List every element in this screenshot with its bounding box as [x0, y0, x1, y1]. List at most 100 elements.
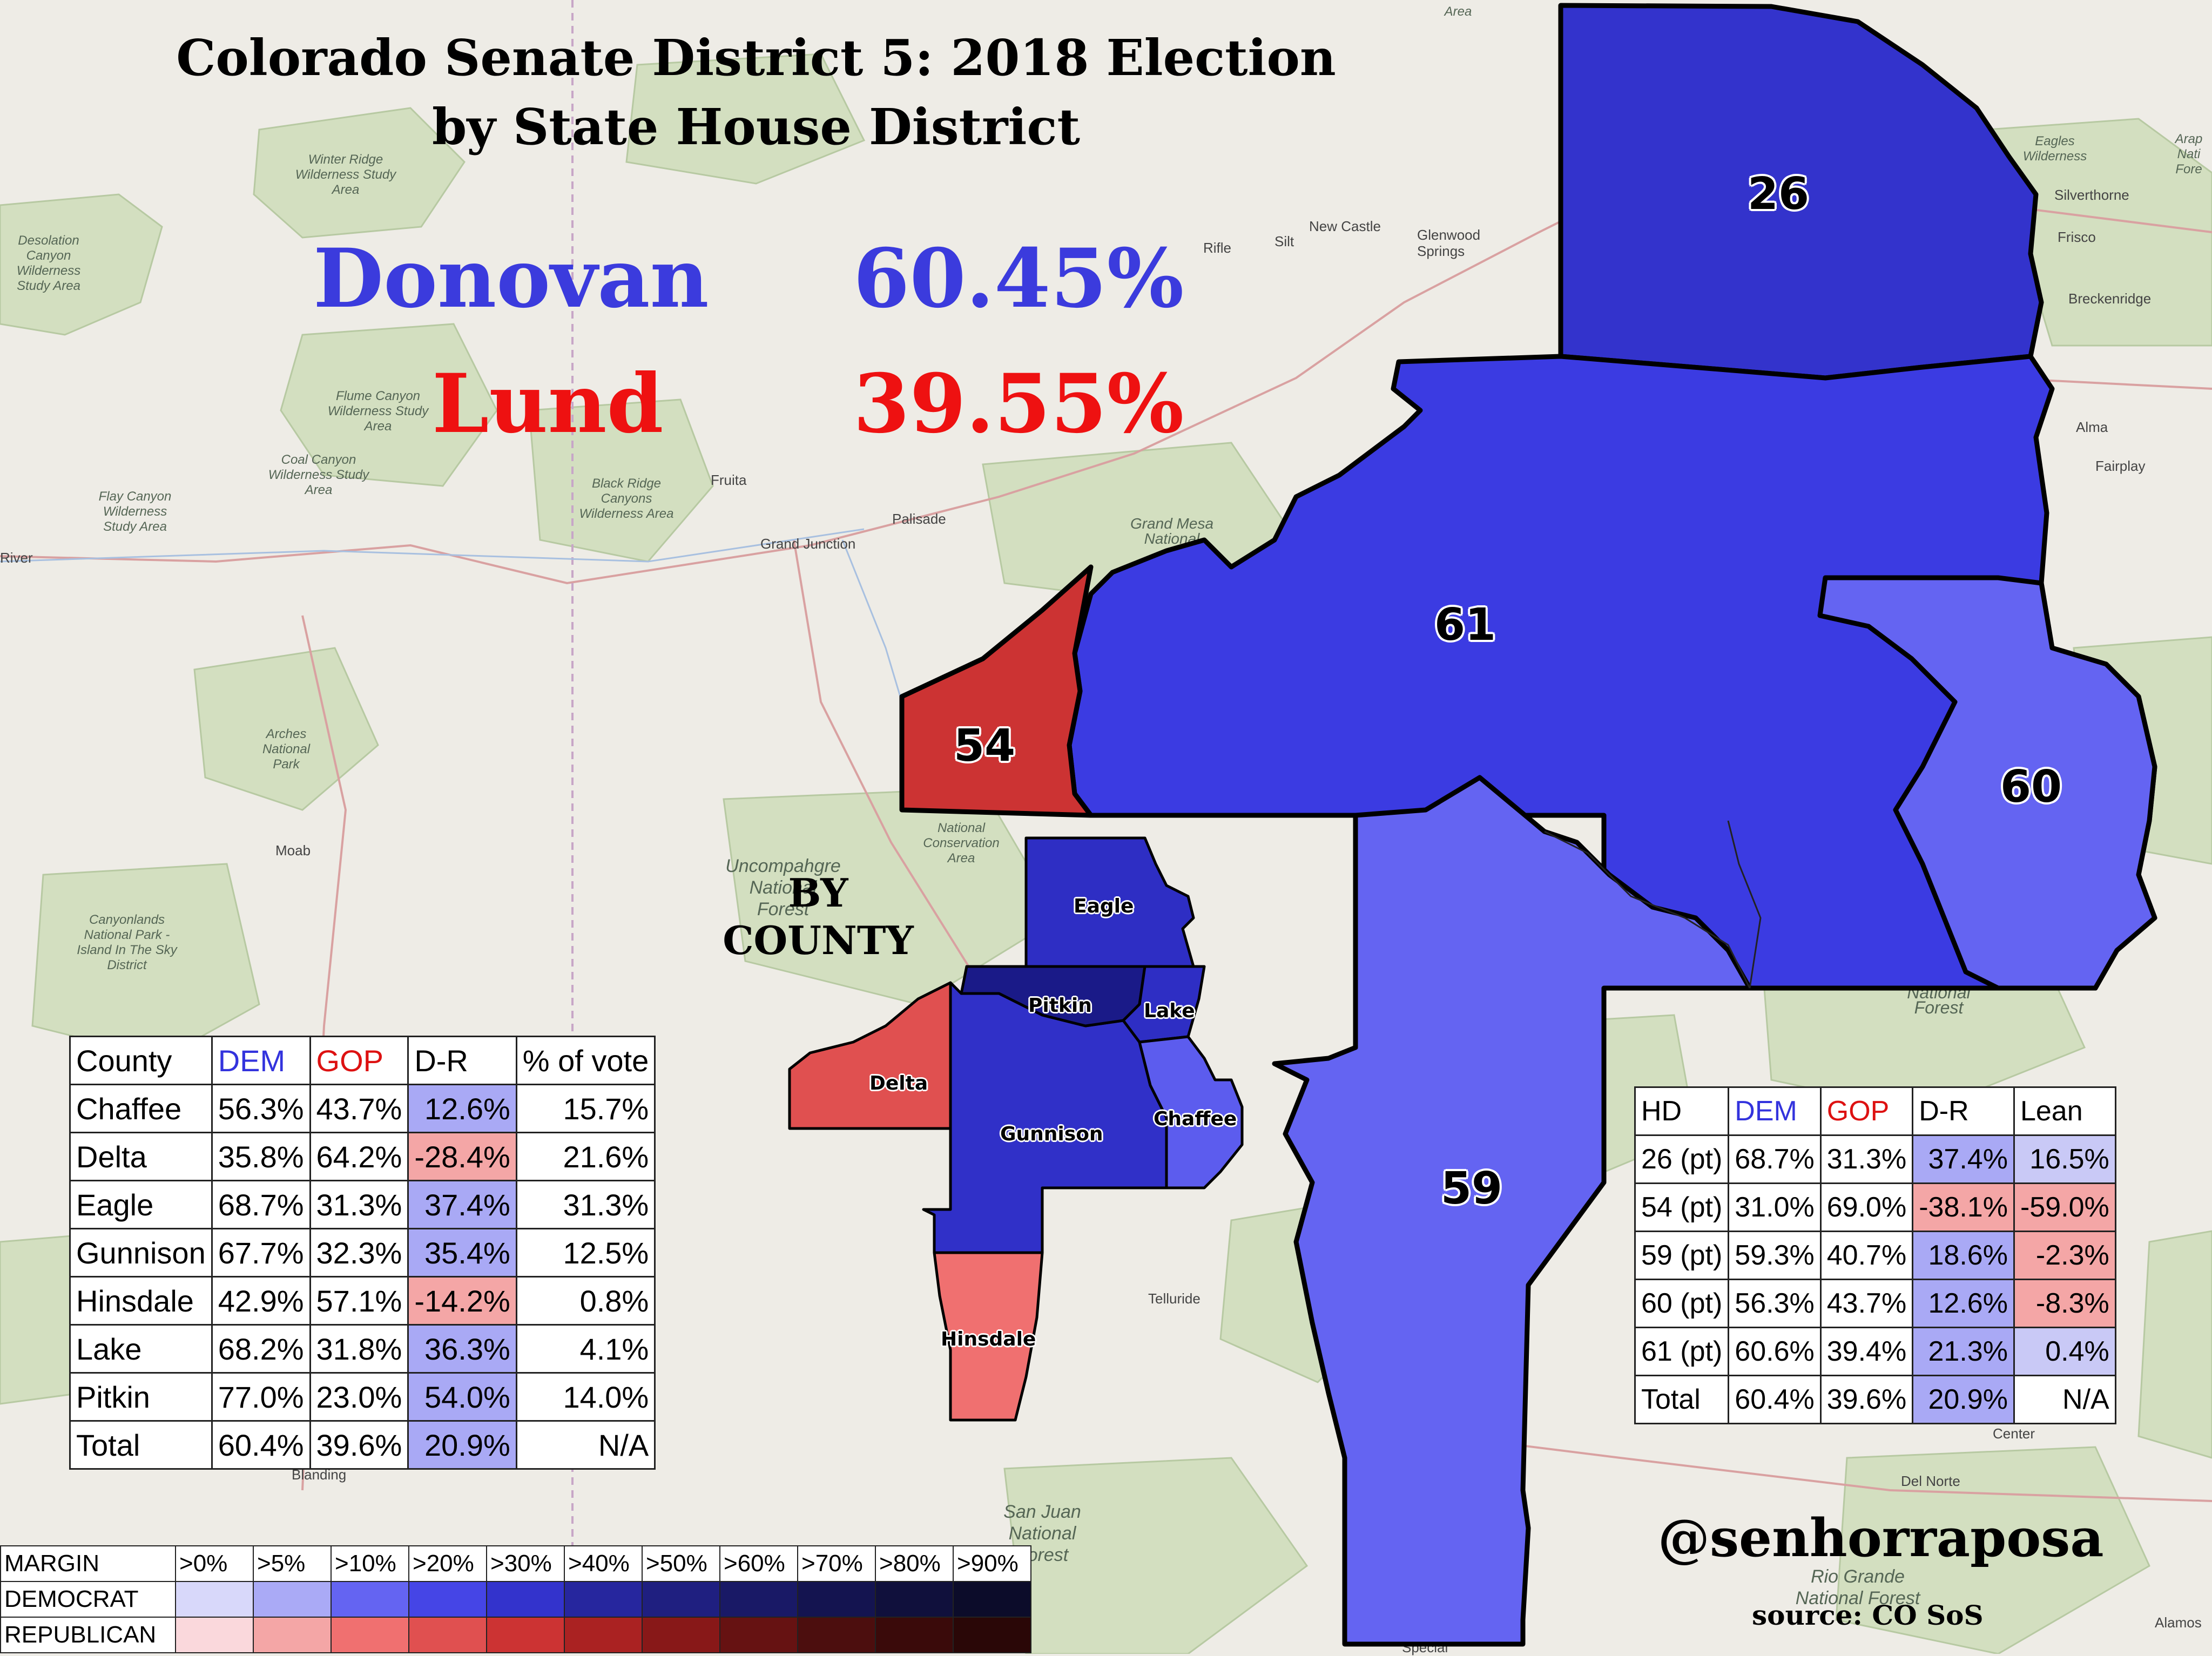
legend-column-label: >0%	[175, 1545, 254, 1582]
hd-cell-hd: 26 (pt)	[1634, 1134, 1730, 1184]
house-district-54[interactable]	[899, 564, 1094, 818]
legend-swatch	[564, 1617, 643, 1653]
basemap-label-uncompahgre: Uncompahgre National Forest	[725, 856, 841, 920]
legend-body: MARGIN >0% >5% >10% >20% >30% >40% >50% >60% >70…	[0, 1545, 1031, 1653]
district-label-61: 61	[1434, 599, 1496, 651]
county-cell-gop: 57.1%	[309, 1276, 409, 1326]
county-cell-dem: 60.4%	[211, 1420, 311, 1470]
legend-column-label: >10%	[331, 1545, 409, 1582]
legend-column-label: >90%	[953, 1545, 1031, 1582]
legend-swatch	[953, 1617, 1031, 1653]
basemap-label-area: Area	[1444, 4, 1472, 19]
county-chaffee[interactable]	[1138, 1035, 1244, 1189]
county-cell-dem: 35.8%	[211, 1132, 311, 1181]
hd-cell-hd: 60 (pt)	[1634, 1279, 1730, 1328]
candidate-name-lund: Lund	[432, 356, 664, 451]
legend-column-label: >80%	[875, 1545, 954, 1582]
county-cell-gop: 64.2%	[309, 1132, 409, 1181]
county-cell-pct-vote: N/A	[515, 1420, 656, 1470]
legend-swatch	[953, 1581, 1031, 1618]
hd-cell-dr: 20.9%	[1912, 1375, 2015, 1424]
hd-cell-dr: 18.6%	[1912, 1231, 2015, 1280]
hd-header-dem: DEM	[1728, 1086, 1822, 1136]
county-cell-county: Gunnison	[69, 1228, 213, 1278]
legend-swatch	[875, 1617, 954, 1653]
county-delta[interactable]	[788, 981, 952, 1130]
basemap-label-arches: Arches National Park	[262, 727, 311, 772]
hd-cell-gop: 39.4%	[1819, 1327, 1914, 1376]
hd-table-body: HD DEM GOP D-R Lean 26 (pt) 68.7% 31.3% 37.…	[1634, 1086, 2116, 1424]
county-table-row: Total 60.4% 39.6% 20.9% N/A	[69, 1420, 656, 1470]
county-cell-dem: 68.7%	[211, 1180, 311, 1229]
legend-column-label: >30%	[486, 1545, 565, 1582]
city-moab: Moab	[275, 842, 311, 859]
legend-swatch	[175, 1617, 254, 1653]
city-palisade: Palisade	[892, 511, 946, 527]
county-table-row: Chaffee 56.3% 43.7% 12.6% 15.7%	[69, 1084, 656, 1133]
legend-swatch	[331, 1581, 409, 1618]
legend-swatch	[408, 1581, 487, 1618]
basemap-label-flay-canyon: Flay Canyon Wilderness Study Area	[98, 489, 172, 534]
legend-row-label: REPUBLICAN	[0, 1617, 176, 1653]
county-label-gunnison: Gunnison	[1000, 1123, 1103, 1145]
county-cell-pct-vote: 21.6%	[515, 1132, 656, 1181]
city-frisco: Frisco	[2058, 229, 2096, 245]
county-hinsdale[interactable]	[933, 1251, 1044, 1422]
county-cell-dem: 77.0%	[211, 1372, 311, 1422]
hd-cell-lean: 0.4%	[2013, 1327, 2116, 1376]
hd-cell-dem: 56.3%	[1728, 1279, 1822, 1328]
district-label-60: 60	[2000, 761, 2062, 813]
county-table-row: Gunnison 67.7% 32.3% 35.4% 12.5%	[69, 1228, 656, 1278]
county-table-row: Delta 35.8% 64.2% -28.4% 21.6%	[69, 1132, 656, 1181]
hd-cell-gop: 43.7%	[1819, 1279, 1914, 1328]
inner-boundaries	[1544, 820, 1762, 989]
basemap-label-eagles: Eagles Wilderness	[2022, 134, 2087, 164]
county-cell-dr: 37.4%	[407, 1180, 517, 1229]
hd-cell-lean: -8.3%	[2013, 1279, 2116, 1328]
legend-swatch	[797, 1617, 876, 1653]
county-label-eagle: Eagle	[1074, 895, 1134, 917]
county-header-gop: GOP	[309, 1036, 409, 1085]
city-breckenridge: Breckenridge	[2068, 290, 2152, 307]
hd-cell-dr: 37.4%	[1912, 1134, 2015, 1184]
hd-cell-lean: -59.0%	[2013, 1182, 2116, 1232]
city-alma: Alma	[2076, 419, 2108, 435]
hd-cell-dr: -38.1%	[1912, 1182, 2015, 1232]
county-results-table: County DEM GOP D-R % of vote Chaffee 56.3…	[69, 1036, 656, 1470]
county-cell-pct-vote: 14.0%	[515, 1372, 656, 1422]
legend-swatch	[253, 1581, 332, 1618]
hd-cell-lean: N/A	[2013, 1375, 2116, 1424]
county-table-row: Eagle 68.7% 31.3% 37.4% 31.3%	[69, 1180, 656, 1229]
legend-column-label: >70%	[797, 1545, 876, 1582]
county-table-row: Pitkin 77.0% 23.0% 54.0% 14.0%	[69, 1372, 656, 1422]
city-grand-junction: Grand Junction	[760, 536, 856, 552]
city-river: River	[0, 550, 33, 566]
hd-header-dr: D-R	[1912, 1086, 2015, 1136]
hd-cell-hd: 54 (pt)	[1634, 1182, 1730, 1232]
legend-swatch	[642, 1581, 720, 1618]
city-silverthorne: Silverthorne	[2054, 187, 2129, 203]
hd-cell-hd: Total	[1634, 1375, 1730, 1424]
county-cell-pct-vote: 15.7%	[515, 1084, 656, 1133]
county-cell-county: Eagle	[69, 1180, 213, 1229]
hd-cell-dem: 60.4%	[1728, 1375, 1822, 1424]
legend-row-label: DEMOCRAT	[0, 1581, 176, 1618]
county-cell-gop: 43.7%	[309, 1084, 409, 1133]
hd-cell-dem: 68.7%	[1728, 1134, 1822, 1184]
legend-swatch	[175, 1581, 254, 1618]
hd-cell-gop: 39.6%	[1819, 1375, 1914, 1424]
county-table-header-row: County DEM GOP D-R % of vote	[69, 1036, 656, 1085]
city-rifle: Rifle	[1203, 240, 1232, 256]
legend-swatch	[486, 1617, 565, 1653]
hd-table-row: Total 60.4% 39.6% 20.9% N/A	[1634, 1375, 2116, 1424]
legend-swatch	[797, 1581, 876, 1618]
house-district-59[interactable]	[1272, 775, 1752, 1647]
city-glenwood-springs: Glenwood Springs	[1417, 227, 1481, 259]
county-cell-dr: 12.6%	[407, 1084, 517, 1133]
house-district-60[interactable]	[1817, 575, 2157, 991]
county-header-county: County	[69, 1036, 213, 1085]
margin-legend: MARGIN >0% >5% >10% >20% >30% >40% >50% >60% >70…	[0, 1545, 1031, 1653]
city-new-castle: New Castle	[1309, 218, 1381, 234]
hd-header-lean: Lean	[2013, 1086, 2116, 1136]
county-cell-dr: 20.9%	[407, 1420, 517, 1470]
